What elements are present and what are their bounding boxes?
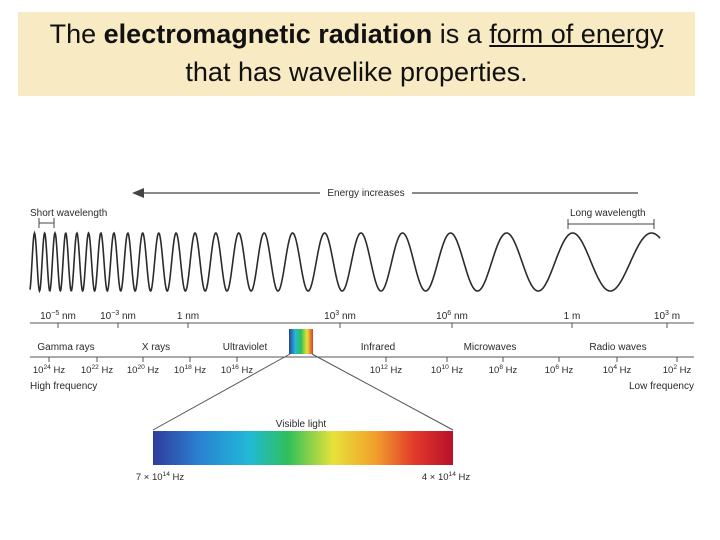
- wavelength-tick-label: 1 nm: [177, 311, 199, 322]
- region-label: X rays: [142, 342, 170, 353]
- energy-arrowhead: [132, 188, 144, 198]
- title-text-1a: The: [49, 19, 104, 49]
- title-bold-term: electromagnetic radiation: [103, 19, 433, 49]
- frequency-tick-label: 1024 Hz: [33, 364, 65, 376]
- visible-band-marker: [289, 329, 313, 354]
- title-underlined-term: form of energy: [489, 19, 664, 49]
- visible-light-label: Visible light: [276, 419, 327, 430]
- frequency-tick-label: 1016 Hz: [221, 364, 253, 376]
- frequency-tick-label: 108 Hz: [489, 364, 518, 376]
- wavelength-tick-label: 103 nm: [324, 310, 356, 322]
- visible-left-frequency-label: 7 × 1014 Hz: [136, 471, 185, 483]
- region-label: Radio waves: [589, 342, 646, 353]
- region-label: Microwaves: [464, 342, 517, 353]
- title-box: The electromagnetic radiation is a form …: [18, 12, 695, 96]
- title-line-2: that has wavelike properties.: [185, 57, 528, 87]
- wavelength-tick-label: 103 m: [654, 310, 680, 322]
- frequency-tick-label: 106 Hz: [545, 364, 574, 376]
- visible-right-frequency-label: 4 × 1014 Hz: [422, 471, 471, 483]
- long-wavelength-label: Long wavelength: [570, 208, 646, 219]
- short-wavelength-bracket: [38, 218, 55, 228]
- frequency-tick-label: 1022 Hz: [81, 364, 113, 376]
- frequency-tick-label: 1010 Hz: [431, 364, 463, 376]
- long-wavelength-bracket: [567, 219, 655, 229]
- region-label: Ultraviolet: [223, 342, 268, 353]
- title-text-1b: is a: [432, 19, 490, 49]
- wavelength-tick-label: 10−5 nm: [40, 310, 76, 322]
- wavelength-tick-label: 1 m: [564, 311, 581, 322]
- frequency-tick-label: 104 Hz: [603, 364, 632, 376]
- frequency-tick-label: 1012 Hz: [370, 364, 402, 376]
- region-label: Gamma rays: [37, 342, 94, 353]
- frequency-tick-label: 1020 Hz: [127, 364, 159, 376]
- low-frequency-label: Low frequency: [629, 381, 694, 392]
- title-line-1: The electromagnetic radiation is a form …: [18, 19, 695, 50]
- region-label: Infrared: [361, 342, 395, 353]
- projection-line-left: [152, 353, 291, 431]
- high-frequency-label: High frequency: [30, 381, 97, 392]
- wavelength-tick-label: 10−3 nm: [100, 310, 136, 322]
- frequency-tick-label: 1018 Hz: [174, 364, 206, 376]
- energy-increases-label: Energy increases: [327, 188, 404, 199]
- wavelength-tick-label: 106 nm: [436, 310, 468, 322]
- projection-line-right: [311, 353, 454, 431]
- visible-light-spectrum: [153, 431, 453, 465]
- em-wave: [29, 230, 661, 294]
- short-wavelength-label: Short wavelength: [30, 208, 107, 219]
- frequency-tick-label: 102 Hz: [663, 364, 692, 376]
